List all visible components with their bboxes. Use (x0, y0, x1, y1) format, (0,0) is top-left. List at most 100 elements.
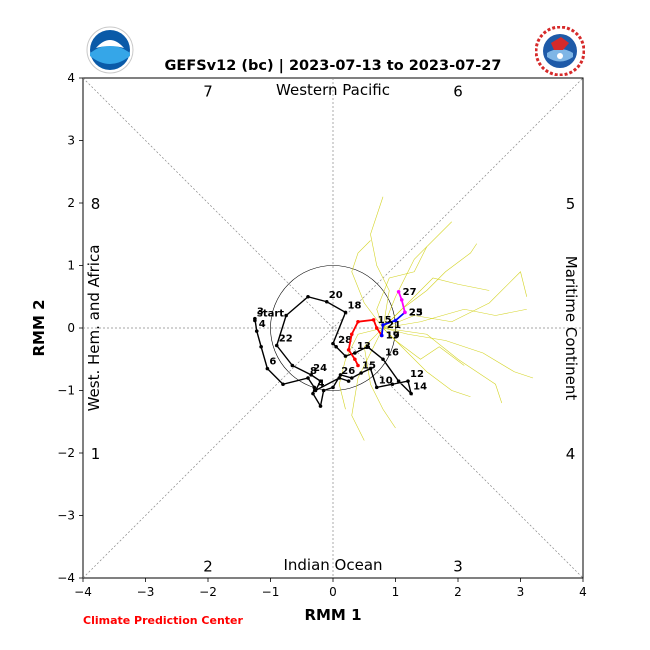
forecast-point (381, 323, 385, 327)
x-tick-label: 2 (454, 585, 462, 599)
forecast-segment-line (380, 311, 406, 336)
forecast-point (396, 289, 401, 294)
ensemble-member-line (351, 327, 384, 441)
observed-point (318, 404, 323, 408)
phase-number: 5 (566, 195, 576, 213)
observed-day-label: 18 (348, 300, 362, 311)
observed-point (318, 379, 323, 383)
observed-point (359, 371, 363, 375)
phase-number: 1 (91, 445, 101, 463)
forecast-point (403, 310, 407, 315)
observed-day-label: 24 (313, 363, 327, 374)
forecast-day-label: 15 (378, 315, 392, 326)
observed-point (381, 357, 385, 362)
observed-point (353, 351, 357, 355)
forecast-day-label: 23 (409, 307, 423, 318)
observed-point (334, 344, 338, 349)
observed-point (331, 385, 335, 390)
observed-point (311, 391, 315, 396)
observed-day-label: 6 (269, 357, 276, 368)
phase-number: 3 (453, 558, 463, 576)
observed-point (306, 376, 310, 380)
observed-point (390, 382, 395, 387)
observed-day-label: 14 (413, 382, 427, 393)
y-tick-label: −2 (57, 446, 75, 460)
observed-day-label: 13 (357, 341, 371, 352)
forecast-point (393, 318, 398, 323)
forecast-day-label: 19 (386, 331, 400, 342)
observed-day-label: 16 (385, 347, 399, 358)
observed-day-label: 12 (410, 369, 424, 380)
forecast-point (356, 363, 360, 368)
y-axis-label: RMM 2 (30, 299, 48, 356)
phase-number: 8 (91, 195, 101, 213)
x-tick-label: 1 (392, 585, 400, 599)
observed-point (338, 373, 343, 377)
nws-logo (535, 26, 585, 76)
observed-day-label: 4 (318, 379, 325, 390)
x-axis-label: RMM 1 (304, 606, 361, 624)
forecast-point (371, 318, 376, 322)
noaa-logo (86, 26, 134, 74)
y-tick-label: 2 (67, 196, 75, 210)
x-tick-label: −3 (137, 585, 155, 599)
observed-point (368, 366, 373, 371)
observed-trajectory-line (254, 295, 413, 409)
observed-point (374, 385, 379, 390)
observed-day-label: 10 (379, 375, 393, 386)
observed-point (321, 388, 326, 393)
observed-day-label: 8 (310, 366, 317, 377)
observed-point (396, 379, 401, 383)
observed-point (337, 376, 342, 380)
ensemble-member-line (338, 327, 384, 410)
forecast-point (346, 348, 351, 352)
x-tick-label: 4 (579, 585, 587, 599)
observed-point (253, 316, 257, 321)
observed-day-label: 22 (279, 334, 293, 345)
y-tick-label: −3 (57, 509, 75, 523)
observed-point (313, 388, 318, 393)
observed-point (259, 344, 263, 349)
observed-point (284, 313, 288, 318)
forecast-day-label: 21 (387, 320, 401, 331)
ensemble-member-line (376, 246, 428, 329)
observed-point (306, 294, 310, 299)
observed-point (324, 299, 329, 304)
forecast-point (356, 319, 360, 324)
y-tick-label: −4 (57, 571, 75, 585)
observed-point (265, 366, 270, 371)
ensemble-member-line (382, 243, 477, 329)
ensemble-member-line (382, 271, 528, 329)
region-label-left: West. Hem. and Africa (85, 245, 103, 412)
ensemble-member-line (382, 308, 527, 329)
ensemble-member-line (382, 221, 452, 329)
observed-point (409, 391, 413, 396)
forecast-point (379, 333, 384, 338)
observed-day-label: 4 (259, 319, 266, 330)
forecast-point (353, 357, 357, 362)
observed-point (343, 354, 348, 358)
forecast-day-label: 27 (403, 287, 417, 298)
y-tick-label: 0 (67, 321, 75, 335)
observed-point (309, 373, 313, 377)
forecast-day-label: 25 (409, 307, 423, 318)
y-tick-label: 1 (67, 259, 75, 273)
chart-title: GEFSv12 (bc) | 2023-07-13 to 2023-07-27 (165, 58, 502, 74)
observed-point (343, 310, 348, 315)
phase-number: 4 (566, 445, 576, 463)
observed-point (254, 329, 259, 333)
region-label-right: Maritime Continent (562, 256, 580, 401)
phase-number: 2 (203, 558, 213, 576)
region-label-top: Western Pacific (276, 81, 390, 99)
ensemble-member-line (351, 240, 384, 329)
climate-prediction-center-credit: Climate Prediction Center (83, 614, 243, 627)
observed-point (406, 379, 410, 383)
observed-point (281, 382, 285, 387)
observed-point (346, 379, 351, 383)
observed-point (331, 341, 335, 346)
ensemble-member-line (370, 196, 390, 329)
forecast-day-label: 17 (386, 331, 400, 342)
ensemble-member-line (382, 327, 534, 379)
ensemble-member-line (382, 327, 465, 366)
